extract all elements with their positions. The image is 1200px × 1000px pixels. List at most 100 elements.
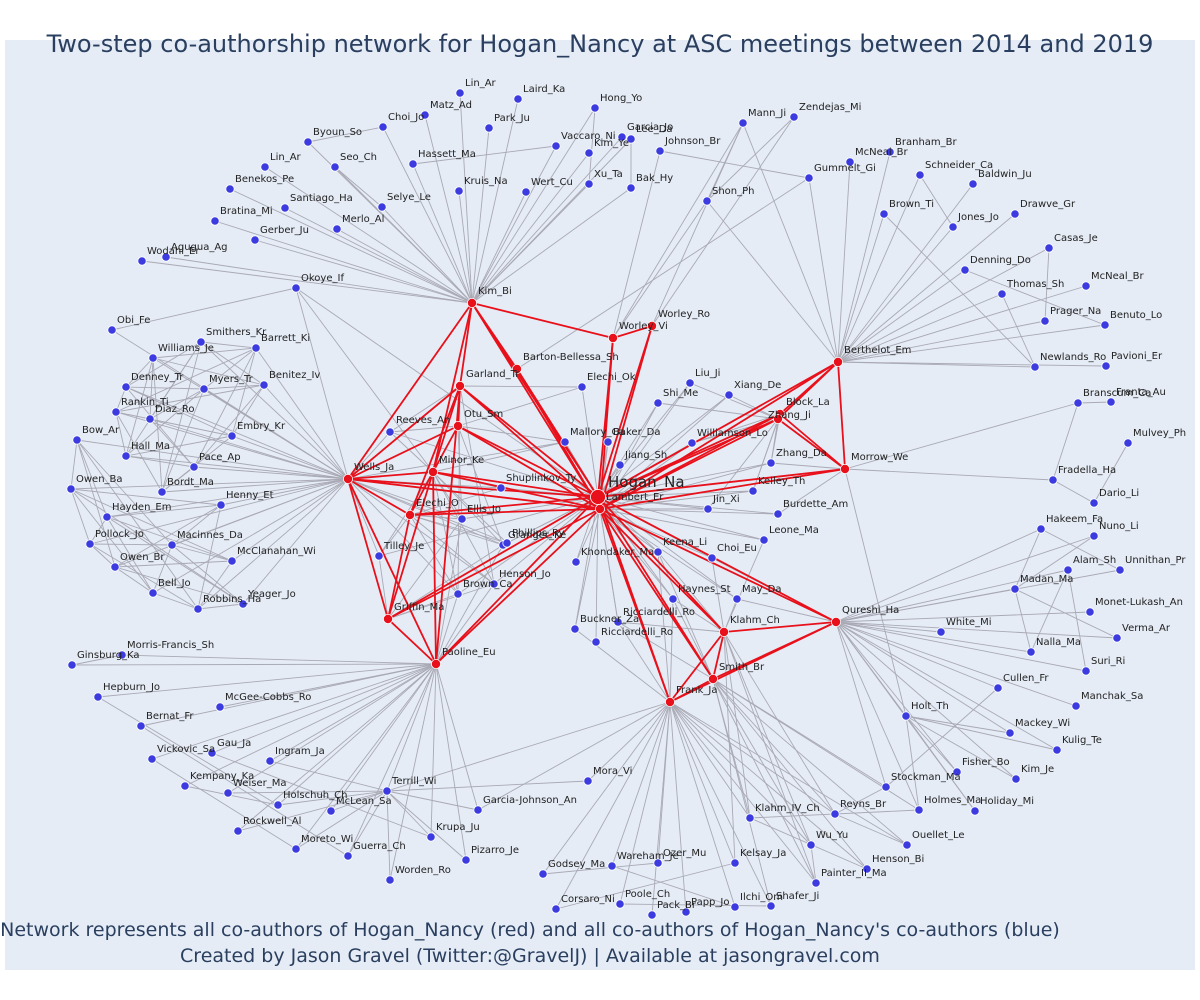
node-monet-lukash-an[interactable] — [1085, 607, 1095, 617]
node-otu-sm[interactable] — [452, 420, 463, 431]
node-moreto-wi[interactable] — [291, 844, 301, 854]
node-zhang-ji[interactable] — [773, 413, 784, 424]
node-gerber-ju[interactable] — [250, 235, 260, 245]
node-pizarro-je[interactable] — [461, 855, 471, 865]
node-liu-ji[interactable] — [685, 378, 695, 388]
node-shi-me[interactable] — [653, 398, 663, 408]
node-yeager-jo[interactable] — [238, 599, 248, 609]
node-dario-li[interactable] — [1089, 498, 1099, 508]
node-mclean-sa[interactable] — [326, 806, 336, 816]
node-bernat-fr[interactable] — [136, 721, 146, 731]
node-owen-ba[interactable] — [66, 484, 76, 494]
node-casas-je[interactable] — [1044, 243, 1054, 253]
node-smith-br[interactable] — [708, 674, 719, 685]
node-matz-ad[interactable] — [420, 110, 430, 120]
node-frank-ja[interactable] — [665, 697, 676, 708]
node-ozer-mu[interactable] — [653, 858, 663, 868]
node-kim-ye[interactable] — [584, 148, 594, 158]
node-benuto-lo[interactable] — [1100, 320, 1110, 330]
node-myers-tr[interactable] — [199, 384, 209, 394]
node-ingram-ja[interactable] — [265, 756, 275, 766]
node-weiser-ma[interactable] — [223, 788, 233, 798]
node-hakeem-fa[interactable] — [1036, 524, 1046, 534]
node-alam-sh[interactable] — [1063, 565, 1073, 575]
node-benekos-pe[interactable] — [225, 184, 235, 194]
node-denney-tr[interactable] — [121, 382, 131, 392]
node-morris-francis-sh[interactable] — [117, 650, 127, 660]
node-selye-le[interactable] — [377, 202, 387, 212]
node-diaz-ro[interactable] — [145, 414, 155, 424]
node-byoun-so[interactable] — [303, 137, 313, 147]
node-rankin-ti[interactable] — [111, 407, 121, 417]
node-xiang-de[interactable] — [724, 390, 734, 400]
node-jiang-sh[interactable] — [615, 460, 625, 470]
node-pack-br[interactable] — [647, 910, 657, 920]
node-mulvey-ph[interactable] — [1123, 438, 1133, 448]
node-barton-bellessa-sh[interactable] — [512, 363, 523, 374]
node-brown-ca[interactable] — [453, 589, 463, 599]
node-tilley-je[interactable] — [374, 551, 384, 561]
node-mcneal-br[interactable] — [845, 157, 855, 167]
node-jones-jo[interactable] — [948, 222, 958, 232]
node-klahm-ch[interactable] — [719, 627, 730, 638]
node-ilchi-om[interactable] — [730, 902, 740, 912]
node-nuno-li[interactable] — [1089, 531, 1099, 541]
node-gau-ja[interactable] — [207, 748, 217, 758]
node-worden-ro[interactable] — [385, 875, 395, 885]
node-johnson-br[interactable] — [655, 146, 665, 156]
node-lee-da[interactable] — [626, 134, 636, 144]
node-corsaro-ni[interactable] — [551, 904, 561, 914]
node-phillips-ry[interactable] — [502, 538, 512, 548]
node-shon-ph[interactable] — [702, 196, 712, 206]
node-gummelt-gi[interactable] — [804, 173, 814, 183]
node-bell-jo[interactable] — [148, 588, 158, 598]
node-newlands-ro[interactable] — [1030, 362, 1040, 372]
node-may-da[interactable] — [732, 594, 742, 604]
node-kelley-th[interactable] — [748, 486, 758, 496]
node-prager-na[interactable] — [1040, 316, 1050, 326]
node-wert-cu[interactable] — [521, 187, 531, 197]
node-painter-ii-ma[interactable] — [811, 878, 821, 888]
node-manchak-sa[interactable] — [1071, 701, 1081, 711]
node-elechi-o[interactable] — [404, 509, 415, 520]
node-merlo-al[interactable] — [332, 224, 342, 234]
node-mallory-ca[interactable] — [560, 437, 570, 447]
node-hogan-na[interactable] — [590, 489, 606, 505]
node-ginsburg-ka[interactable] — [67, 660, 77, 670]
node-klahm-iv-ch[interactable] — [745, 813, 755, 823]
node-wareham-je[interactable] — [607, 861, 617, 871]
node-shafer-ji[interactable] — [766, 901, 776, 911]
node-choi-jo[interactable] — [378, 122, 388, 132]
node-agugua-ag[interactable] — [161, 252, 171, 262]
node-unnithan-pr[interactable] — [1115, 565, 1125, 575]
node-denning-do[interactable] — [960, 265, 970, 275]
node-brown-ti[interactable] — [879, 209, 889, 219]
node-jin-xi[interactable] — [703, 504, 713, 514]
node-benitez-iv[interactable] — [259, 380, 269, 390]
node-haynes-st[interactable] — [668, 594, 678, 604]
node-mcgee-cobbs-ro[interactable] — [215, 702, 225, 712]
node-kulig-te[interactable] — [1052, 745, 1062, 755]
node-rockwell-al[interactable] — [233, 826, 243, 836]
node-berthelot-em[interactable] — [833, 356, 844, 367]
node-holschuh-ch[interactable] — [273, 800, 283, 810]
node-cullen-fr[interactable] — [993, 683, 1003, 693]
node-pollock-jo[interactable] — [85, 539, 95, 549]
node-reyns-br[interactable] — [830, 809, 840, 819]
node-branscum-ca[interactable] — [1073, 398, 1083, 408]
node-kempany-ka[interactable] — [180, 781, 190, 791]
node-hong-yo[interactable] — [590, 103, 600, 113]
node-drawve-gr[interactable] — [1010, 209, 1020, 219]
node-wu-yu[interactable] — [806, 840, 816, 850]
node-terrill-wi[interactable] — [382, 786, 392, 796]
node-garcia-jo[interactable] — [617, 132, 627, 142]
node-ricciardelli-ro[interactable] — [613, 617, 623, 627]
node-madan-ma[interactable] — [1010, 584, 1020, 594]
node-hepburn-jo[interactable] — [93, 692, 103, 702]
node-mann-ji[interactable] — [738, 118, 748, 128]
node-pavioni-er[interactable] — [1101, 361, 1111, 371]
node-krupa-ju[interactable] — [426, 832, 436, 842]
node-schneider-ca[interactable] — [915, 170, 925, 180]
node-hassett-ma[interactable] — [408, 159, 418, 169]
node-garland-tr[interactable] — [454, 380, 465, 391]
